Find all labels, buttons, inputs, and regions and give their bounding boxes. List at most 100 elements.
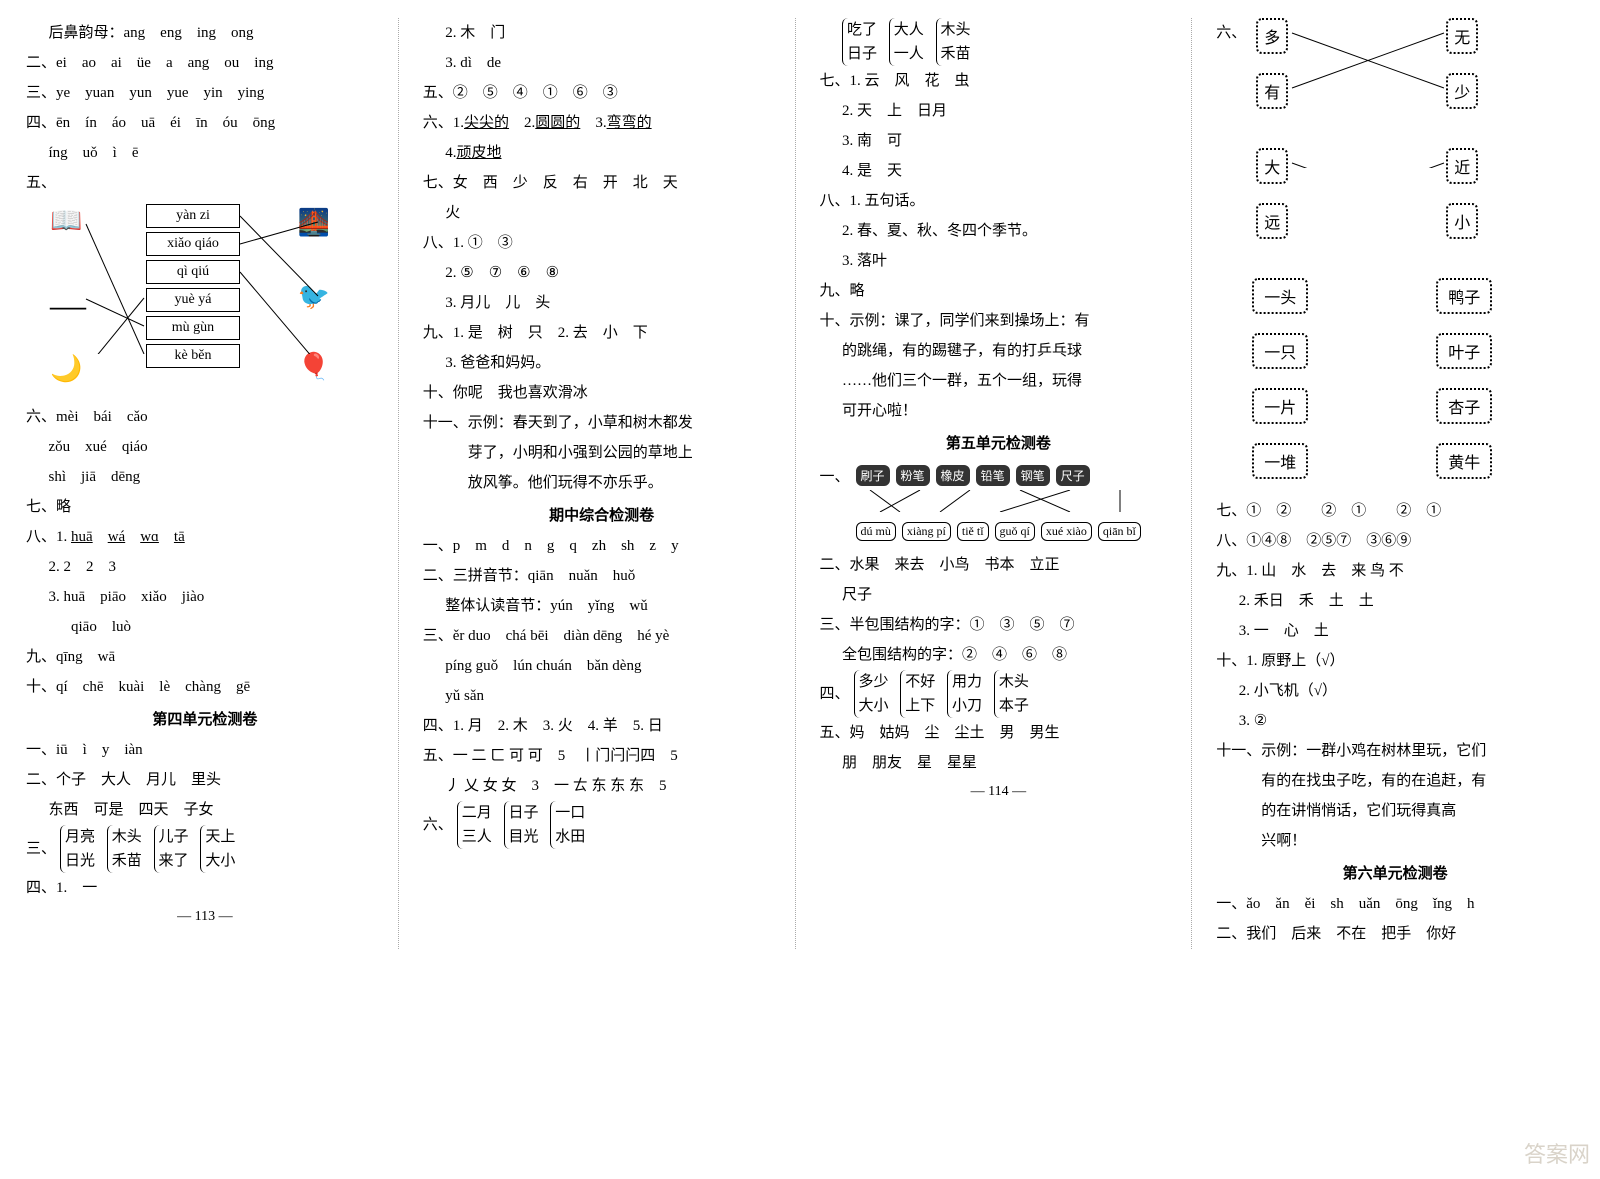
text: 八、①④⑧ ②⑤⑦ ③⑥⑨	[1216, 526, 1574, 556]
column-4: 六、 多 无 有 少 大 近 远 小 一头 鸭子 一只 叶子 一片 杏子 一堆 …	[1202, 18, 1588, 949]
orn-box: 一堆	[1252, 443, 1308, 479]
brace-group: 三、 月亮日光 木头禾苗 儿子来了 天上大小	[26, 825, 384, 873]
text: 八、1. ① ③	[423, 228, 781, 258]
text: yǔ sǎn	[423, 681, 781, 711]
text: 三、半包围结构的字：① ③ ⑤ ⑦	[820, 610, 1178, 640]
text: 2. 2 2 3	[26, 552, 384, 582]
brace-group: 四、 多少大小 不好上下 用力小刀 木头本子	[820, 670, 1178, 718]
text: 有的在找虫子吃，有的在追赶，有	[1216, 766, 1574, 796]
text: 七、女 西 少 反 右 开 北 天	[423, 168, 781, 198]
text: qiāo luò	[26, 612, 384, 642]
text: 整体认读音节：yún yǐng wǔ	[423, 591, 781, 621]
text: 三、ěr duo chá bēi diàn dēng hé yè	[423, 621, 781, 651]
text: 火	[423, 198, 781, 228]
ornate-matching: 多 无 有 少 大 近 远 小 一头 鸭子 一只 叶子 一片 杏子 一堆 黄牛	[1246, 18, 1546, 488]
column-3: 吃了日子 大人一人 木头禾苗 七、1. 云 风 花 虫 2. 天 上 日月 3.…	[806, 18, 1193, 949]
text: 九、1. 山 水 去 来 鸟 不	[1216, 556, 1574, 586]
orn-box: 黄牛	[1436, 443, 1492, 479]
text: 兴啊！	[1216, 826, 1574, 856]
text: ……他们三个一群，五个一组，玩得	[820, 366, 1178, 396]
orn-box: 一只	[1252, 333, 1308, 369]
text: 六、	[1216, 18, 1246, 496]
text: 十、示例：课了，同学们来到操场上：有	[820, 306, 1178, 336]
orn-box: 叶子	[1436, 333, 1492, 369]
column-2: 2. 木 门 3. dì de 五、② ⑤ ④ ① ⑥ ③ 六、1.尖尖的 2.…	[409, 18, 796, 949]
text: 的跳绳，有的踢毽子，有的打乒乓球	[820, 336, 1178, 366]
text: 一、iū ì y iàn	[26, 735, 384, 765]
text: 朋 朋友 星 星星	[820, 748, 1178, 778]
text: 八、1. huā wá wɑ tā	[26, 522, 384, 552]
text: 五、② ⑤ ④ ① ⑥ ③	[423, 78, 781, 108]
unit-title: 第六单元检测卷	[1216, 862, 1574, 883]
text: 二、我们 后来 不在 把手 你好	[1216, 919, 1574, 949]
text: 四、1. 月 2. 木 3. 火 4. 羊 5. 日	[423, 711, 781, 741]
text: 尺子	[820, 580, 1178, 610]
text: 3. 落叶	[820, 246, 1178, 276]
midterm-title: 期中综合检测卷	[423, 504, 781, 525]
text: 三、ye yuan yun yue yin ying	[26, 78, 384, 108]
text: íng uǒ ì ē	[26, 138, 384, 168]
moon-icon: 🌙	[50, 354, 82, 384]
unit-title: 第四单元检测卷	[26, 708, 384, 729]
text: zǒu xué qiáo	[26, 432, 384, 462]
text: 二、ei ao ai üe a ang ou ing	[26, 48, 384, 78]
orn-lines	[1246, 18, 1546, 168]
match-lines	[26, 204, 326, 354]
text: 2. 春、夏、秋、冬四个季节。	[820, 216, 1178, 246]
text: 3. dì de	[423, 48, 781, 78]
text: 后鼻韵母：ang eng ing ong	[26, 18, 384, 48]
matching-diagram: 📖 — 🌙 yàn zi xiǎo qiáo qì qiú yuè yá mù …	[26, 204, 366, 394]
text: 3. 一 心 土	[1216, 616, 1574, 646]
text: 全包围结构的字：② ④ ⑥ ⑧	[820, 640, 1178, 670]
orn-box: 鸭子	[1436, 278, 1492, 314]
text: 丿 乂 女 女 3 一 ㄊ 东 东 东 5	[423, 771, 781, 801]
text: 四、1. 一	[26, 873, 384, 903]
text: 2. 木 门	[423, 18, 781, 48]
page-number: — 113 —	[26, 909, 384, 925]
text: 七、① ② ② ① ② ①	[1216, 496, 1574, 526]
text: 可开心啦！	[820, 396, 1178, 426]
tag-lines	[820, 490, 1178, 512]
text: 二、个子 大人 月儿 里头	[26, 765, 384, 795]
page-number: — 114 —	[820, 784, 1178, 800]
text: 东西 可是 四天 子女	[26, 795, 384, 825]
text: 3. huā piāo xiǎo jiào	[26, 582, 384, 612]
balloon-icon: 🎈	[298, 352, 330, 382]
text: 四、ēn ín áo uā éi īn óu ōng	[26, 108, 384, 138]
text: 2. 小飞机（√）	[1216, 676, 1574, 706]
text: 放风筝。他们玩得不亦乐乎。	[423, 468, 781, 498]
text: 3. 月儿 儿 头	[423, 288, 781, 318]
text: 九、略	[820, 276, 1178, 306]
text: 4.顽皮地	[423, 138, 781, 168]
orn-box: 一片	[1252, 388, 1308, 424]
text: 七、略	[26, 492, 384, 522]
text: 五、妈 姑妈 尘 尘土 男 男生	[820, 718, 1178, 748]
text: 十、1. 原野上（√）	[1216, 646, 1574, 676]
text: 六、mèi bái cǎo	[26, 402, 384, 432]
brace-group: 吃了日子 大人一人 木头禾苗	[820, 18, 1178, 66]
text: 十、qí chē kuài lè chàng gē	[26, 672, 384, 702]
orn-box: 小	[1446, 203, 1478, 239]
text: 九、1. 是 树 只 2. 去 小 下	[423, 318, 781, 348]
brace-group: 六、 二月三人 日子目光 一口水田	[423, 801, 781, 849]
text: 3. 爸爸和妈妈。	[423, 348, 781, 378]
orn-box: 一头	[1252, 278, 1308, 314]
text: 2. ⑤ ⑦ ⑥ ⑧	[423, 258, 781, 288]
text: 2. 禾日 禾 土 土	[1216, 586, 1574, 616]
text: shì jiā dēng	[26, 462, 384, 492]
unit-title: 第五单元检测卷	[820, 432, 1178, 453]
text: 十一、示例：春天到了，小草和树木都发	[423, 408, 781, 438]
text: 六、1.尖尖的 2.圆圆的 3.弯弯的	[423, 108, 781, 138]
text: 2. 天 上 日月	[820, 96, 1178, 126]
watermark: 答案网	[1524, 1137, 1590, 1169]
tag-match: 一、 刷子 粉笔 橡皮 铅笔 钢笔 尺子 一、 dú mù xiàng pí	[820, 459, 1178, 550]
text: 一、ǎo ǎn ěi sh uǎn ōng ǐng h	[1216, 889, 1574, 919]
text: 七、1. 云 风 花 虫	[820, 66, 1178, 96]
text: 的在讲悄悄话，它们玩得真高	[1216, 796, 1574, 826]
text: 九、qīng wā	[26, 642, 384, 672]
text: 十、你呢 我也喜欢滑冰	[423, 378, 781, 408]
orn-box: 远	[1256, 203, 1288, 239]
text: 二、三拼音节：qiān nuǎn huǒ	[423, 561, 781, 591]
section-five: 五、	[26, 168, 384, 198]
text: 二、水果 来去 小鸟 书本 立正	[820, 550, 1178, 580]
